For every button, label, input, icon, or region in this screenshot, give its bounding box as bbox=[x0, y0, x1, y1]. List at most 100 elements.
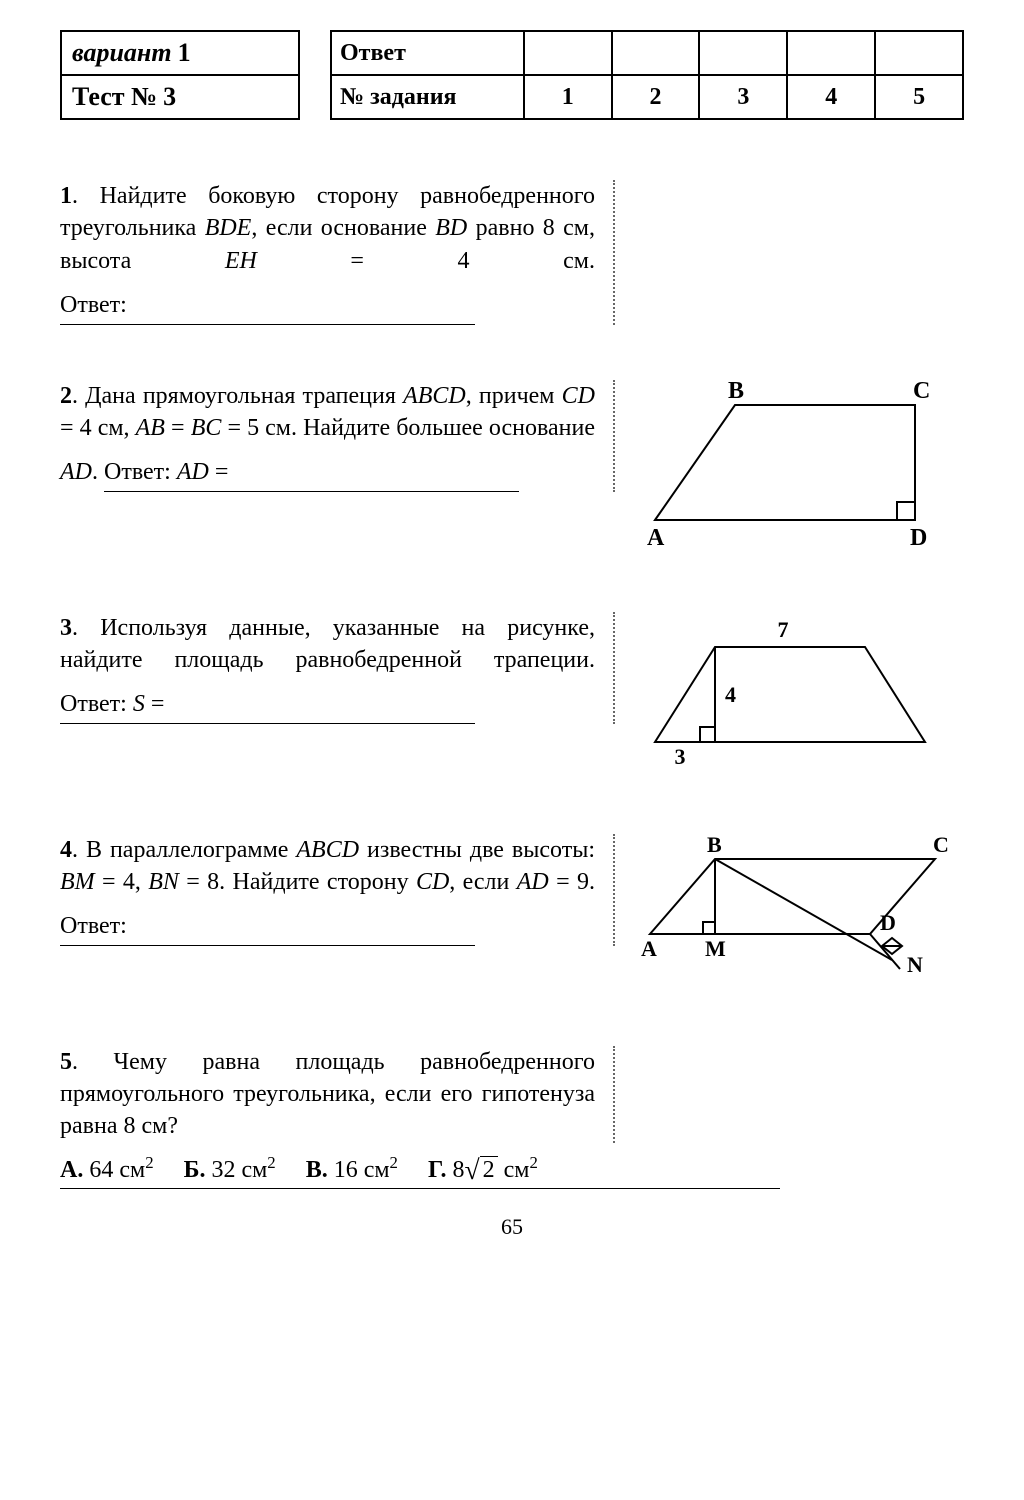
p4-shape: ABCD bbox=[296, 837, 359, 863]
p4-td: = 8. Найдите сторону bbox=[179, 869, 416, 895]
p5-optD: Г. bbox=[428, 1157, 447, 1183]
lbl-A4: A bbox=[641, 936, 657, 961]
problem-3-text: 3. Используя данные, указанные на ри­сун… bbox=[60, 612, 615, 724]
trapezoid-icon: B C A D bbox=[635, 380, 935, 550]
p4-ad: AD bbox=[517, 869, 549, 895]
p4-cd: CD bbox=[416, 869, 449, 895]
page-number: 65 bbox=[60, 1214, 964, 1240]
lbl-C: C bbox=[913, 378, 930, 404]
p1-tb: , если основа­ние bbox=[251, 215, 435, 241]
problem-3: 3. Используя данные, указанные на ри­сун… bbox=[60, 612, 964, 779]
lbl-M4: M bbox=[705, 936, 726, 961]
p1-num: 1 bbox=[60, 183, 72, 209]
col-num-2: 2 bbox=[612, 75, 700, 119]
p1-tri: BDE bbox=[205, 215, 252, 241]
p3-answer: Ответ: S = bbox=[60, 686, 475, 723]
p2-answer-var: AD bbox=[177, 459, 209, 485]
problem-4-text: 4. В параллелограмме ABCD известны две в… bbox=[60, 834, 615, 946]
p4-ta: . В параллелограмме bbox=[72, 837, 296, 863]
parallelogram-icon: B C A D M N bbox=[635, 834, 955, 984]
p5-ta: . Чему равна площадь равнобедренного пря… bbox=[60, 1049, 595, 1140]
problem-3-fig: 7 4 3 bbox=[615, 612, 964, 779]
p5-optC: В. bbox=[306, 1157, 328, 1183]
col-num-3: 3 bbox=[699, 75, 787, 119]
test-num: 3 bbox=[163, 82, 176, 111]
answer-blank-4[interactable] bbox=[787, 31, 875, 75]
p4-bn: BN bbox=[148, 869, 179, 895]
lbl-C4: C bbox=[933, 832, 949, 857]
p5-sqA: 2 bbox=[145, 1153, 153, 1172]
answer-blank-3[interactable] bbox=[699, 31, 787, 75]
lbl-D4: D bbox=[880, 910, 896, 935]
problem-2: 2. Дана прямоугольная трапеция ABCD, при… bbox=[60, 380, 964, 557]
p5-valD-post: см bbox=[498, 1157, 530, 1183]
p5-valA: 64 см bbox=[89, 1157, 145, 1183]
p1-base: BD bbox=[435, 215, 467, 241]
problem-num-label-cell: № задания bbox=[331, 75, 524, 119]
p4-tb: известны две высоты: bbox=[359, 837, 595, 863]
p5-valC: 16 см bbox=[334, 1157, 390, 1183]
p2-answer-eq: = bbox=[209, 459, 229, 485]
p2-ta: . Дана прямоугольная трапеция bbox=[72, 383, 403, 409]
problem-4-fig: B C A D M N bbox=[615, 834, 964, 991]
p2-shape: ABCD bbox=[403, 383, 466, 409]
variant-label: вариант bbox=[72, 38, 172, 67]
p5-valB: 32 см bbox=[211, 1157, 267, 1183]
p3-answer-eq: = bbox=[145, 691, 165, 717]
p5-sqB: 2 bbox=[267, 1153, 275, 1172]
iso-trapezoid-icon: 7 4 3 bbox=[635, 612, 945, 772]
p2-answer-label: Ответ: bbox=[104, 459, 177, 485]
problem-2-text: 2. Дана прямоугольная трапеция ABCD, при… bbox=[60, 380, 615, 492]
lbl-B: B bbox=[728, 378, 744, 404]
answer-blank-5[interactable] bbox=[875, 31, 963, 75]
p3-num: 3 bbox=[60, 615, 72, 641]
p1-answer: Ответ: bbox=[60, 287, 475, 324]
lbl-height: 4 bbox=[725, 682, 736, 707]
col-num-4: 4 bbox=[787, 75, 875, 119]
p2-answer: Ответ: AD = bbox=[104, 454, 519, 491]
p1-height: EH bbox=[225, 248, 257, 274]
p4-bm: BM bbox=[60, 869, 95, 895]
p4-answer: Ответ: bbox=[60, 908, 475, 945]
p2-te: = 5 см. Най­дите большее основание bbox=[221, 415, 595, 441]
test-cell: Тест № 3 bbox=[61, 75, 299, 119]
p2-tb: , причем bbox=[466, 383, 562, 409]
p3-ta: . Используя данные, указанные на ри­сунк… bbox=[60, 615, 595, 673]
answer-label-cell: Ответ bbox=[331, 31, 524, 75]
problem-1-text: 1. Найдите боковую сторону равнобед­ренн… bbox=[60, 180, 615, 325]
problem-4: 4. В параллелограмме ABCD известны две в… bbox=[60, 834, 964, 991]
p2-num: 2 bbox=[60, 383, 72, 409]
header-right-table: Ответ № задания 1 2 3 4 5 bbox=[330, 30, 964, 120]
p2-ad: AD bbox=[60, 459, 92, 485]
col-num-5: 5 bbox=[875, 75, 963, 119]
p3-answer-var: S bbox=[133, 691, 145, 717]
p2-bc: BC bbox=[191, 415, 222, 441]
lbl-top: 7 bbox=[778, 617, 789, 642]
variant-num: 1 bbox=[178, 38, 191, 67]
problem-2-fig: B C A D bbox=[615, 380, 964, 557]
p2-cd: CD bbox=[562, 383, 595, 409]
lbl-N4: N bbox=[907, 952, 923, 977]
lbl-A: A bbox=[647, 525, 665, 551]
col-num-1: 1 bbox=[524, 75, 612, 119]
problem-1: 1. Найдите боковую сторону равнобед­ренн… bbox=[60, 180, 964, 325]
p5-radicand: 2 bbox=[480, 1156, 498, 1183]
answer-blank-1[interactable] bbox=[524, 31, 612, 75]
p5-sqC: 2 bbox=[390, 1153, 398, 1172]
p5-optB: Б. bbox=[184, 1157, 206, 1183]
p4-num: 4 bbox=[60, 837, 72, 863]
header-row: вариант 1 Тест № 3 Ответ № задания 1 2 3… bbox=[60, 30, 964, 120]
lbl-B4: B bbox=[707, 832, 722, 857]
answer-blank-2[interactable] bbox=[612, 31, 700, 75]
p2-tc: = 4 см, bbox=[60, 415, 136, 441]
p5-sqD: 2 bbox=[530, 1153, 538, 1172]
p1-td: = 4 см. bbox=[257, 248, 595, 274]
p3-answer-label: Ответ: bbox=[60, 691, 133, 717]
p5-options: А. 64 см2 Б. 32 см2 В. 16 см2 Г. 8√2 см2 bbox=[60, 1153, 780, 1189]
p2-ab: AB bbox=[136, 415, 165, 441]
header-left-table: вариант 1 Тест № 3 bbox=[60, 30, 300, 120]
variant-cell: вариант 1 bbox=[61, 31, 299, 75]
lbl-D: D bbox=[910, 525, 927, 551]
p1-answer-label: Ответ: bbox=[60, 292, 127, 318]
p4-tf: = 9. bbox=[549, 869, 595, 895]
